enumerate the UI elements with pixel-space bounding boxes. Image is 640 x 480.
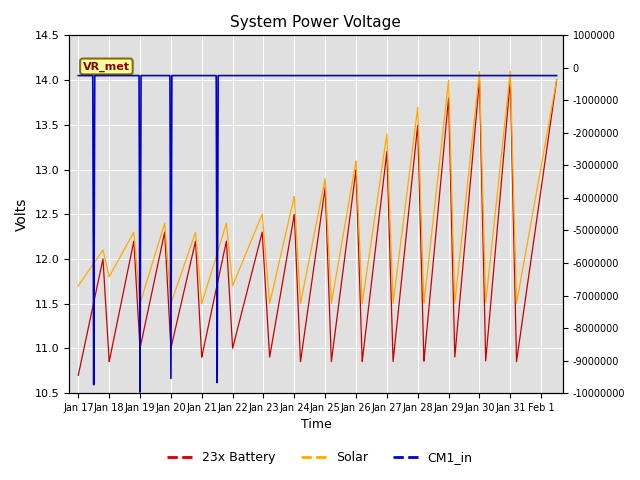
Legend: 23x Battery, Solar, CM1_in: 23x Battery, Solar, CM1_in <box>163 446 477 469</box>
X-axis label: Time: Time <box>301 419 332 432</box>
Text: VR_met: VR_met <box>83 61 130 72</box>
Y-axis label: Volts: Volts <box>15 198 29 231</box>
Title: System Power Voltage: System Power Voltage <box>230 15 401 30</box>
